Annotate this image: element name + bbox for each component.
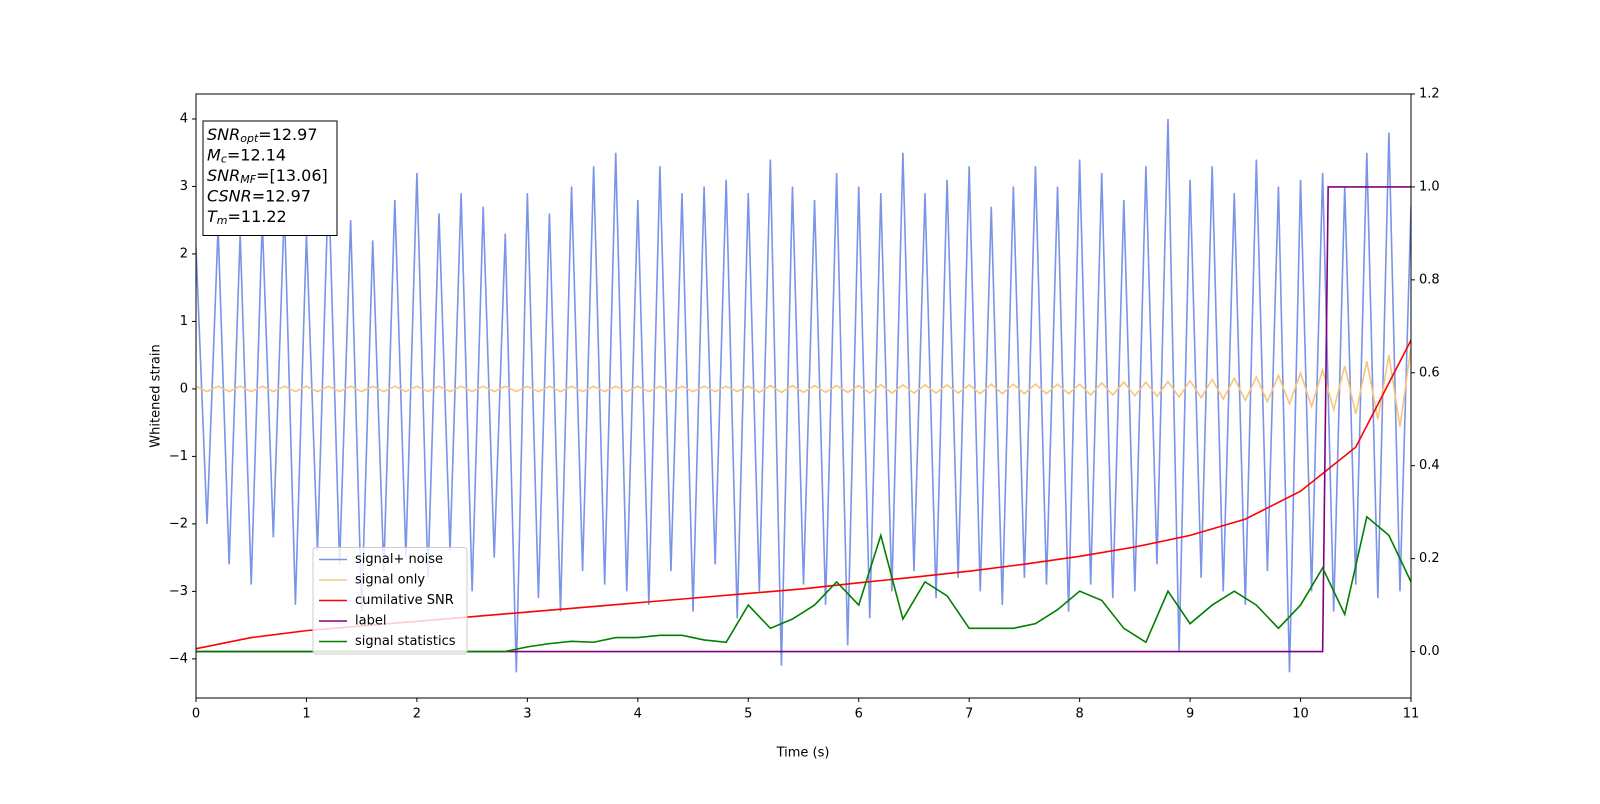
y2-tick-label: 1.0 <box>1419 179 1440 194</box>
legend-frame <box>312 547 468 655</box>
info-line: Tm=11.22 <box>207 207 287 228</box>
legend-label: signal only <box>355 573 425 588</box>
y-axis-label: Whitened strain <box>149 344 164 447</box>
info-line: CSNR=12.97 <box>207 186 311 205</box>
x-tick-label: 4 <box>634 707 642 722</box>
info-sub: MF <box>240 173 256 186</box>
info-line: Mc=12.14 <box>207 145 286 166</box>
info-text: =12.97 <box>252 186 311 205</box>
info-sub: m <box>217 214 228 227</box>
y-tick-label: 2 <box>180 246 188 261</box>
y-tick-label: 4 <box>180 111 188 126</box>
y-tick-label: 1 <box>180 314 188 329</box>
info-line: SNRopt=12.97 <box>207 125 318 146</box>
y-tick-label: 0 <box>180 381 188 396</box>
x-tick-label: 6 <box>855 707 863 722</box>
x-axis-label: Time (s) <box>776 746 830 761</box>
info-name: M <box>207 145 221 164</box>
y-tick-label: 3 <box>180 179 188 194</box>
info-text: =11.22 <box>228 207 287 226</box>
y-tick-label: −1 <box>169 449 188 464</box>
y2-tick-label: 0.8 <box>1419 272 1440 287</box>
x-tick-label: 8 <box>1075 707 1083 722</box>
info-line: SNRMF=[13.06] <box>207 166 328 187</box>
info-text: =12.14 <box>227 145 286 164</box>
y2-tick-label: 0.2 <box>1419 551 1440 566</box>
info-box-frame <box>202 120 338 236</box>
series-line <box>196 118 1411 673</box>
info-box: SNRopt=12.97Mc=12.14SNRMF=[13.06]CSNR=12… <box>202 120 338 236</box>
legend-label: signal+ noise <box>355 552 443 567</box>
y-tick-label: −4 <box>169 651 188 666</box>
x-tick-label: 3 <box>523 707 531 722</box>
x-tick-label: 5 <box>744 707 752 722</box>
info-sub: opt <box>240 132 259 145</box>
y2-tick-label: 1.2 <box>1419 87 1440 102</box>
info-sub: c <box>221 153 227 166</box>
x-tick-label: 2 <box>413 707 421 722</box>
y2-tick-label: 0.0 <box>1419 644 1440 659</box>
legend-label: cumilative SNR <box>355 593 454 608</box>
info-text: =[13.06] <box>256 166 328 185</box>
plot-frame <box>195 93 1412 699</box>
y2-tick-label: 0.4 <box>1419 458 1440 473</box>
x-tick-label: 7 <box>965 707 973 722</box>
info-name: CSNR <box>207 186 252 205</box>
y2-tick-label: 0.6 <box>1419 365 1440 380</box>
info-name: SNR <box>207 166 240 185</box>
x-tick-label: 11 <box>1403 707 1420 722</box>
legend-label: signal statistics <box>355 634 456 649</box>
x-tick-label: 0 <box>192 707 200 722</box>
y-tick-label: −3 <box>169 584 188 599</box>
legend: signal+ noise signal only cumilative SNR la… <box>312 547 468 655</box>
x-tick-label: 9 <box>1186 707 1194 722</box>
series-line <box>196 186 1411 653</box>
series-line <box>196 346 1411 427</box>
legend-label: label <box>355 614 386 629</box>
y-tick-label: −2 <box>169 516 188 531</box>
info-text: =12.97 <box>258 125 317 144</box>
info-name: SNR <box>207 125 240 144</box>
info-name: T <box>207 207 218 226</box>
x-tick-label: 1 <box>302 707 310 722</box>
x-tick-label: 10 <box>1292 707 1309 722</box>
